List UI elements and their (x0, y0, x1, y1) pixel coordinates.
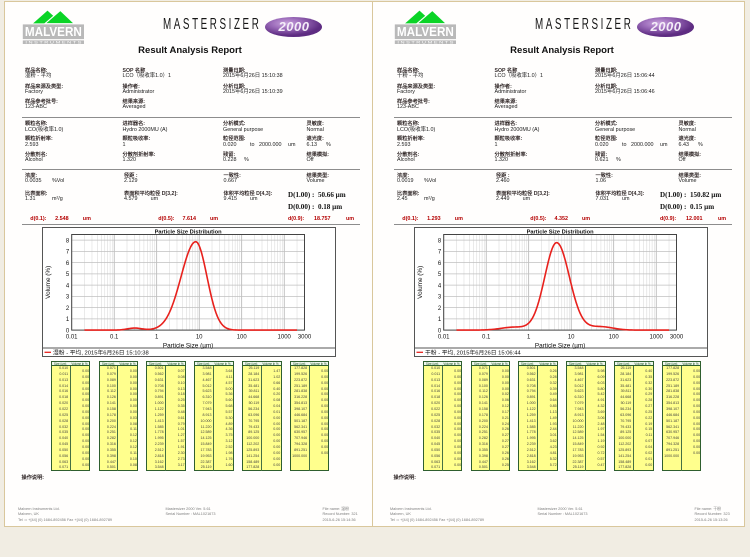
svg-text:Particle Size (µm): Particle Size (µm) (163, 343, 214, 350)
svg-text:6: 6 (66, 261, 70, 267)
svg-text:MALVERN: MALVERN (397, 25, 454, 39)
svg-text:2: 2 (438, 306, 442, 312)
svg-text:4: 4 (66, 283, 70, 289)
svg-text:8: 8 (438, 238, 442, 244)
svg-text:湿粉 - 平均, 2015年6月26日 15:10:38: 湿粉 - 平均, 2015年6月26日 15:10:38 (53, 348, 149, 356)
svg-text:1: 1 (66, 317, 70, 323)
svg-text:Particle Size Distribution: Particle Size Distribution (526, 229, 594, 235)
svg-text:Volume (%): Volume (%) (45, 266, 52, 299)
svg-text:Particle Size (µm): Particle Size (µm) (535, 343, 586, 350)
svg-text:3000: 3000 (298, 334, 312, 340)
svg-text:8: 8 (66, 238, 70, 244)
svg-text:3000: 3000 (670, 334, 684, 340)
svg-text:0: 0 (66, 328, 70, 334)
svg-text:10: 10 (568, 334, 575, 340)
svg-text:5: 5 (66, 272, 70, 278)
svg-text:7: 7 (66, 250, 70, 256)
svg-text:100: 100 (608, 334, 619, 340)
svg-text:0.01: 0.01 (438, 334, 450, 340)
svg-text:0.01: 0.01 (66, 334, 78, 340)
svg-text:0.1: 0.1 (482, 334, 491, 340)
svg-text:1000: 1000 (277, 334, 291, 340)
svg-text:0: 0 (438, 328, 442, 334)
svg-text:1: 1 (527, 334, 531, 340)
svg-text:Particle Size Distribution: Particle Size Distribution (154, 229, 222, 235)
svg-text:3: 3 (66, 295, 70, 301)
svg-text:1: 1 (438, 317, 442, 323)
svg-text:1: 1 (155, 334, 159, 340)
svg-text:6: 6 (438, 261, 442, 267)
svg-text:10: 10 (196, 334, 203, 340)
svg-text:1000: 1000 (649, 334, 663, 340)
svg-text:Volume (%): Volume (%) (417, 266, 424, 299)
svg-text:5: 5 (438, 272, 442, 278)
svg-text:I N S T R U M E N T S: I N S T R U M E N T S (397, 40, 454, 44)
svg-text:4: 4 (438, 283, 442, 289)
svg-text:7: 7 (438, 250, 442, 256)
svg-text:0.1: 0.1 (110, 334, 119, 340)
svg-text:I N S T R U M E N T S: I N S T R U M E N T S (25, 40, 82, 44)
svg-text:100: 100 (236, 334, 247, 340)
svg-text:MALVERN: MALVERN (25, 25, 82, 39)
svg-text:3: 3 (438, 295, 442, 301)
svg-text:干粉 - 平均, 2015年6月26日 15:06:44: 干粉 - 平均, 2015年6月26日 15:06:44 (425, 348, 521, 356)
svg-text:2: 2 (66, 306, 70, 312)
